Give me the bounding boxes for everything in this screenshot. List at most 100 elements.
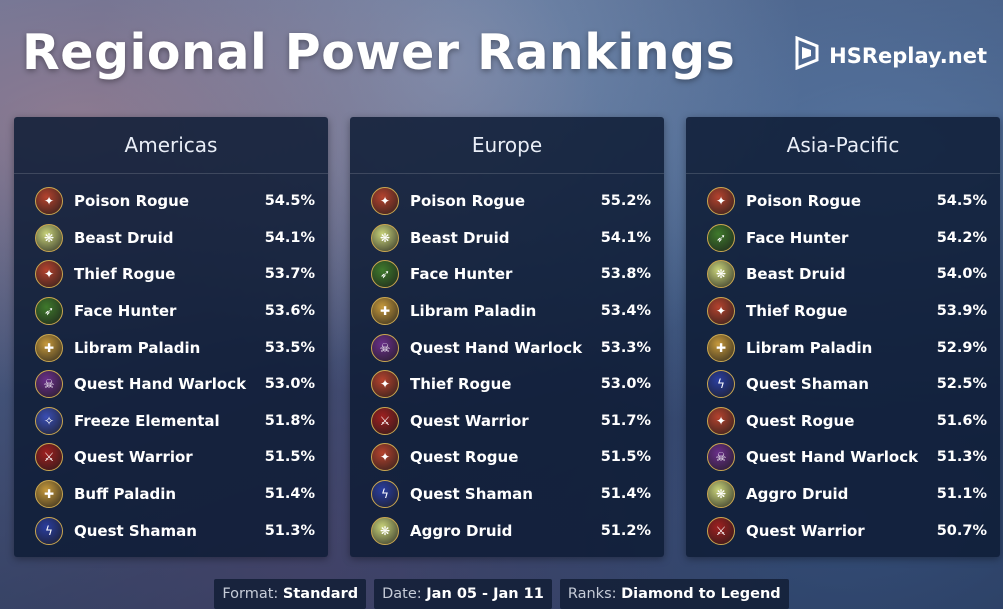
rogue-class-icon: ✦ (707, 297, 735, 326)
deck-winrate: 50.7% (936, 522, 987, 539)
deck-row[interactable]: ⚔ Quest Warrior 50.7% (686, 512, 1000, 549)
deck-winrate: 51.2% (600, 522, 651, 539)
ranks-filter[interactable]: Ranks: Diamond to Legend (559, 579, 789, 609)
shaman-class-icon: ϟ (35, 516, 63, 545)
deck-winrate: 51.5% (600, 449, 651, 466)
region-panel-asia-pacific: Asia-Pacific ✦ Poison Rogue 54.5% ➶ Face Hun… (686, 117, 1000, 557)
deck-list: ✦ Poison Rogue 55.2% ❋ Beast Druid 54.1% ➶ Face… (350, 174, 664, 549)
deck-row[interactable]: ✚ Libram Paladin 53.5% (14, 329, 328, 366)
warrior-class-icon: ⚔ (371, 406, 399, 435)
deck-row[interactable]: ➶ Face Hunter 54.2% (686, 220, 1000, 257)
deck-winrate: 51.6% (936, 412, 987, 429)
deck-winrate: 51.1% (936, 486, 987, 503)
brand-name: HSReplay.net (829, 43, 987, 68)
deck-row[interactable]: ☠ Quest Hand Warlock 51.3% (686, 439, 1000, 476)
deck-name: Beast Druid (74, 228, 174, 247)
deck-row[interactable]: ✚ Libram Paladin 53.4% (350, 293, 664, 330)
deck-name: Poison Rogue (746, 192, 862, 211)
deck-row[interactable]: ✦ Poison Rogue 54.5% (14, 183, 328, 220)
deck-row[interactable]: ❋ Aggro Druid 51.1% (686, 476, 1000, 513)
deck-row[interactable]: ❋ Aggro Druid 51.2% (350, 512, 664, 549)
deck-row[interactable]: ✦ Thief Rogue 53.9% (686, 293, 1000, 330)
deck-winrate: 51.4% (600, 486, 651, 503)
deck-row[interactable]: ϟ Quest Shaman 51.4% (350, 476, 664, 513)
ranks-value: Diamond to Legend (621, 586, 781, 602)
deck-name: Aggro Druid (746, 485, 849, 504)
deck-row[interactable]: ➶ Face Hunter 53.8% (350, 256, 664, 293)
rogue-class-icon: ✦ (371, 443, 399, 472)
deck-name: Thief Rogue (410, 375, 512, 394)
deck-row[interactable]: ✦ Thief Rogue 53.7% (14, 256, 328, 293)
deck-winrate: 52.9% (936, 339, 987, 356)
deck-row[interactable]: ❋ Beast Druid 54.1% (14, 220, 328, 257)
deck-row[interactable]: ✦ Poison Rogue 55.2% (350, 183, 664, 220)
deck-name: Quest Shaman (74, 521, 197, 540)
deck-list: ✦ Poison Rogue 54.5% ❋ Beast Druid 54.1% ✦ Thie… (14, 174, 328, 549)
deck-winrate: 51.4% (264, 486, 315, 503)
deck-winrate: 53.4% (600, 303, 651, 320)
deck-name: Face Hunter (410, 265, 513, 284)
deck-row[interactable]: ☠ Quest Hand Warlock 53.0% (14, 366, 328, 403)
deck-winrate: 55.2% (600, 193, 651, 210)
rogue-class-icon: ✦ (35, 187, 63, 216)
paladin-class-icon: ✚ (371, 297, 399, 326)
hunter-class-icon: ➶ (371, 260, 399, 289)
druid-class-icon: ❋ (371, 516, 399, 545)
deck-row[interactable]: ✚ Libram Paladin 52.9% (686, 329, 1000, 366)
format-filter[interactable]: Format: Standard (214, 579, 367, 609)
deck-row[interactable]: ϟ Quest Shaman 51.3% (14, 512, 328, 549)
deck-row[interactable]: ✧ Freeze Elemental 51.8% (14, 403, 328, 440)
deck-winrate: 53.7% (264, 266, 315, 283)
deck-winrate: 54.2% (936, 229, 987, 246)
deck-winrate: 51.7% (600, 412, 651, 429)
format-label: Format: (222, 586, 279, 602)
deck-row[interactable]: ✚ Buff Paladin 51.4% (14, 476, 328, 513)
deck-winrate: 54.5% (264, 193, 315, 210)
shaman-class-icon: ϟ (707, 370, 735, 399)
deck-row[interactable]: ✦ Poison Rogue 54.5% (686, 183, 1000, 220)
deck-name: Quest Hand Warlock (74, 375, 247, 394)
deck-row[interactable]: ✦ Quest Rogue 51.6% (686, 403, 1000, 440)
deck-name: Libram Paladin (410, 302, 537, 321)
deck-name: Poison Rogue (410, 192, 526, 211)
brand-logo[interactable]: HSReplay.net (793, 35, 987, 75)
format-value: Standard (282, 586, 359, 602)
warlock-class-icon: ☠ (707, 443, 735, 472)
deck-winrate: 51.5% (264, 449, 315, 466)
deck-winrate: 54.5% (936, 193, 987, 210)
deck-name: Quest Warrior (410, 411, 529, 430)
ranks-label: Ranks: (567, 586, 617, 602)
mage-class-icon: ✧ (35, 406, 63, 435)
deck-row[interactable]: ✦ Quest Rogue 51.5% (350, 439, 664, 476)
deck-row[interactable]: ⚔ Quest Warrior 51.7% (350, 403, 664, 440)
deck-row[interactable]: ☠ Quest Hand Warlock 53.3% (350, 329, 664, 366)
deck-winrate: 54.0% (936, 266, 987, 283)
date-value: Jan 05 - Jan 11 (426, 586, 544, 602)
paladin-class-icon: ✚ (35, 480, 63, 509)
rogue-class-icon: ✦ (707, 187, 735, 216)
deck-row[interactable]: ➶ Face Hunter 53.6% (14, 293, 328, 330)
filter-bar: Format: Standard Date: Jan 05 - Jan 11 R… (0, 579, 1003, 609)
deck-name: Quest Hand Warlock (746, 448, 919, 467)
deck-row[interactable]: ❋ Beast Druid 54.0% (686, 256, 1000, 293)
date-filter[interactable]: Date: Jan 05 - Jan 11 (374, 579, 552, 609)
hunter-class-icon: ➶ (35, 297, 63, 326)
deck-name: Quest Rogue (410, 448, 519, 467)
deck-row[interactable]: ⚔ Quest Warrior 51.5% (14, 439, 328, 476)
druid-class-icon: ❋ (707, 480, 735, 509)
deck-name: Libram Paladin (746, 338, 873, 357)
deck-name: Libram Paladin (74, 338, 201, 357)
deck-list: ✦ Poison Rogue 54.5% ➶ Face Hunter 54.2% ❋ Beas… (686, 174, 1000, 549)
deck-winrate: 53.0% (264, 376, 315, 393)
deck-name: Buff Paladin (74, 485, 177, 504)
deck-row[interactable]: ❋ Beast Druid 54.1% (350, 220, 664, 257)
deck-winrate: 54.1% (264, 229, 315, 246)
deck-row[interactable]: ✦ Thief Rogue 53.0% (350, 366, 664, 403)
deck-name: Quest Shaman (410, 485, 533, 504)
deck-name: Quest Hand Warlock (410, 338, 583, 357)
region-title: Americas (14, 117, 328, 174)
deck-name: Freeze Elemental (74, 411, 220, 430)
warrior-class-icon: ⚔ (35, 443, 63, 472)
deck-name: Face Hunter (746, 228, 849, 247)
deck-row[interactable]: ϟ Quest Shaman 52.5% (686, 366, 1000, 403)
